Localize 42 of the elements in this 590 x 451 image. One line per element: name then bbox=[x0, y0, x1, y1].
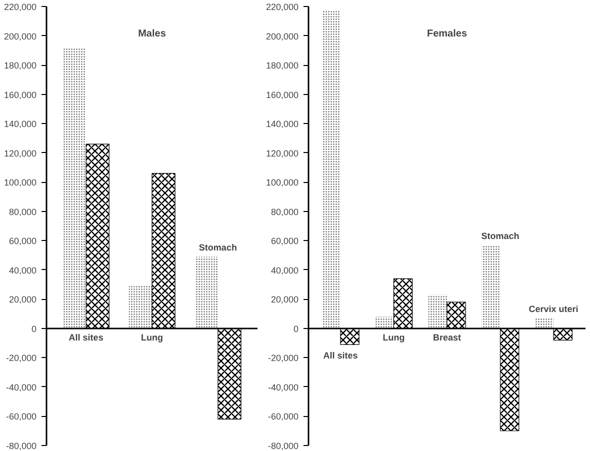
y-tick-label: 180,000 bbox=[4, 60, 37, 71]
x-tick-label: Stomach bbox=[198, 242, 237, 253]
y-tick-label: -20,000 bbox=[6, 353, 37, 364]
y-tick-label: -40,000 bbox=[268, 382, 299, 392]
x-tick-label: All sites bbox=[68, 332, 104, 342]
y-tick-label: -60,000 bbox=[6, 412, 37, 422]
y-tick-label: 80,000 bbox=[270, 206, 299, 217]
y-tick-label: 40,000 bbox=[8, 265, 37, 276]
y-tick-label: 20,000 bbox=[8, 294, 37, 305]
y-tick-label: 180,000 bbox=[266, 60, 299, 71]
y-tick-label: 60,000 bbox=[8, 236, 37, 246]
y-tick-label: -80,000 bbox=[268, 441, 299, 451]
text: Males bbox=[138, 28, 166, 40]
y-tick-label: 80,000 bbox=[8, 206, 37, 217]
y-tick-label: 200,000 bbox=[4, 31, 37, 42]
y-tick-label: 220,000 bbox=[266, 2, 299, 12]
y-tick-label: 120,000 bbox=[4, 148, 37, 158]
y-tick-label: 0 bbox=[31, 324, 37, 334]
y-tick-label: 140,000 bbox=[4, 119, 37, 130]
y-tick-label: 120,000 bbox=[266, 148, 299, 158]
x-tick-label: Cervix uteri bbox=[528, 304, 578, 314]
x-tick-label: All sites bbox=[323, 350, 358, 361]
y-tick-label: 100,000 bbox=[266, 178, 299, 188]
y-tick-label: 160,000 bbox=[4, 90, 37, 100]
y-tick-label: 40,000 bbox=[270, 265, 299, 276]
y-tick-label: 100,000 bbox=[4, 178, 37, 188]
y-tick-label: -20,000 bbox=[268, 353, 299, 364]
text: Females bbox=[426, 28, 468, 40]
y-tick-label: 200,000 bbox=[266, 31, 299, 42]
y-tick-label: 20,000 bbox=[270, 294, 299, 305]
y-tick-label: -80,000 bbox=[6, 441, 37, 451]
y-tick-label: 0 bbox=[293, 324, 299, 334]
y-tick-label: 60,000 bbox=[270, 236, 299, 246]
y-tick-label: 220,000 bbox=[4, 2, 37, 12]
x-tick-label: Lung bbox=[382, 332, 405, 342]
y-tick-label: -40,000 bbox=[6, 382, 37, 392]
x-tick-label: Lung bbox=[141, 332, 164, 342]
x-tick-label: Stomach bbox=[481, 231, 520, 242]
y-tick-label: 140,000 bbox=[266, 119, 299, 130]
y-tick-label: 160,000 bbox=[266, 90, 299, 100]
x-tick-label: Breast bbox=[432, 332, 462, 342]
y-tick-label: -60,000 bbox=[268, 412, 299, 422]
